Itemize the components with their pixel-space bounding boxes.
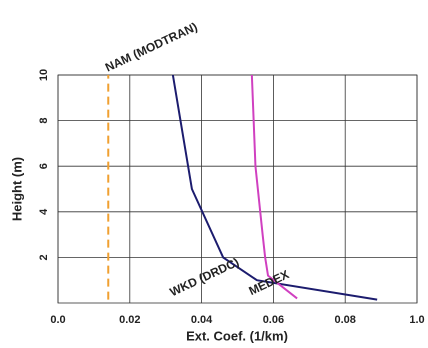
series-label: WKD (DRDC) [168, 255, 242, 299]
y-tick-label: 8 [38, 118, 50, 124]
x-axis-label: Ext. Coef. (1/km) [186, 328, 288, 343]
series-label: MEDEX [247, 267, 292, 298]
x-tick-label: 0.04 [191, 314, 213, 326]
x-tick-label: 0.0 [50, 314, 65, 326]
series-line [171, 74, 378, 301]
x-tick-label: 1.0 [409, 314, 424, 326]
x-tick-label: 0.02 [119, 314, 140, 326]
x-tick-label: 0.08 [334, 314, 355, 326]
plot-frame [57, 74, 418, 304]
y-tick-label: 10 [38, 69, 50, 81]
y-tick-label: 6 [38, 163, 50, 169]
series-line [250, 74, 298, 300]
y-axis-label: Height (m) [9, 157, 24, 221]
series-label: NAM (MODTRAN) [103, 20, 200, 75]
x-tick-label: 0.06 [263, 314, 284, 326]
y-tick-label: 4 [38, 208, 50, 215]
y-tick-label: 2 [38, 254, 50, 260]
